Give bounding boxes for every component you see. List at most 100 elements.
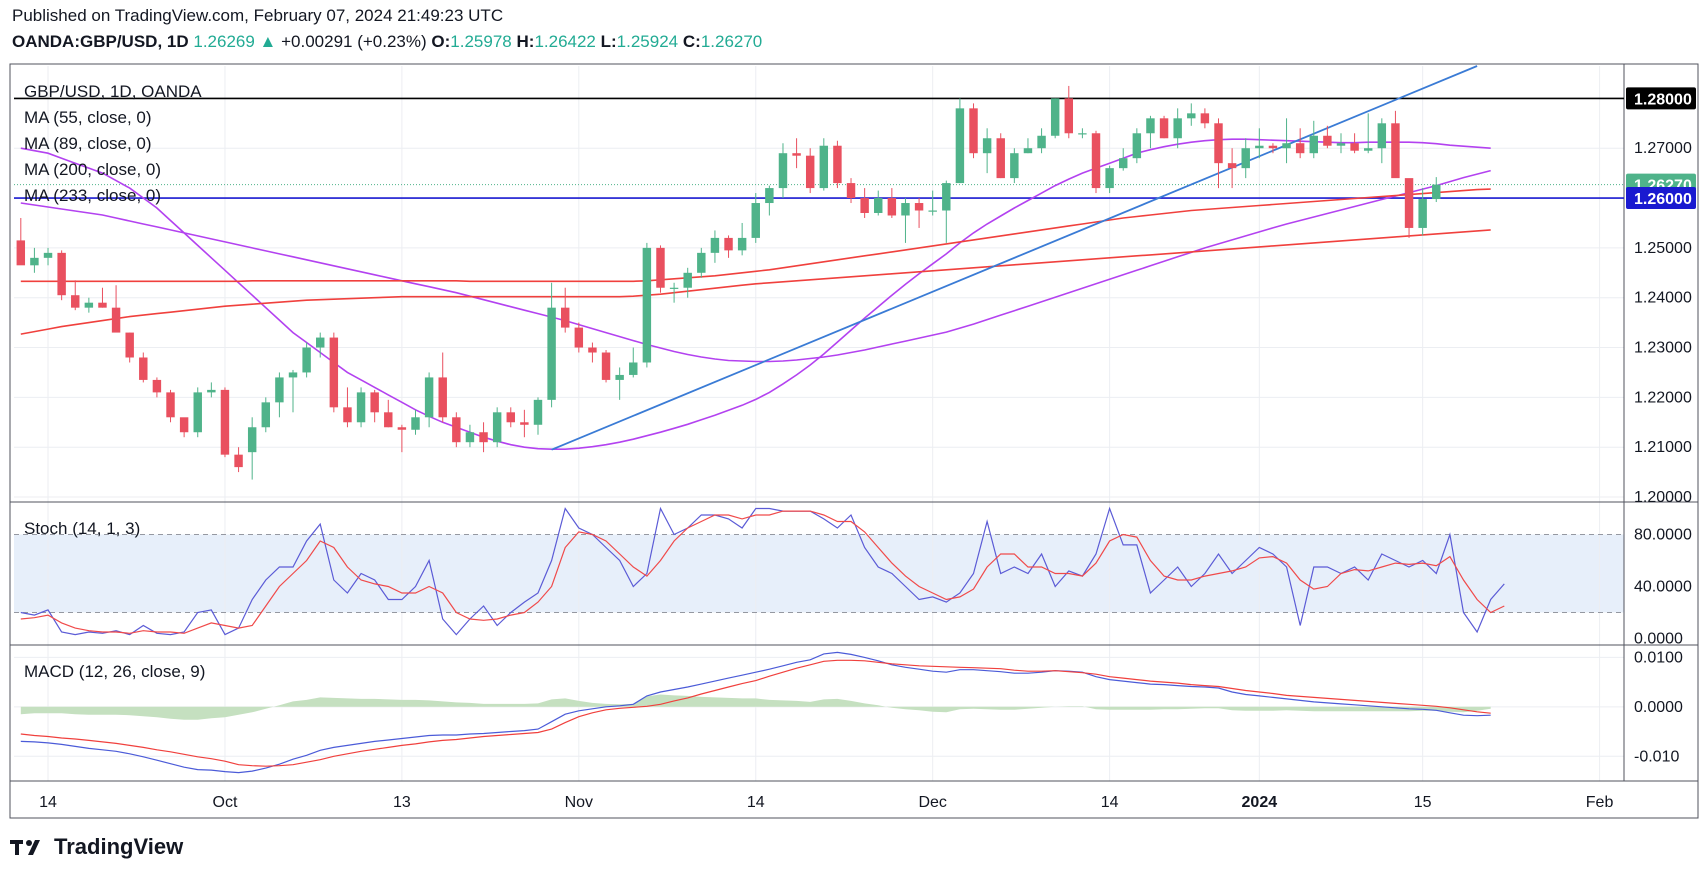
time-tick-label: 14	[747, 794, 765, 811]
open-label: O:	[431, 32, 451, 51]
candle-body	[1064, 98, 1074, 134]
symbol-label: OANDA:GBP/USD, 1D	[12, 32, 189, 51]
candle-body	[465, 432, 475, 443]
candle-body	[302, 347, 311, 373]
candle-body	[805, 155, 815, 189]
candle-body	[166, 392, 175, 418]
price-tick-label: 1.27000	[1634, 140, 1692, 157]
candle-body	[792, 153, 801, 156]
candle-body	[1241, 148, 1250, 169]
candle-body	[1268, 145, 1278, 149]
published-line: Published on TradingView.com, February 0…	[12, 6, 504, 25]
candle-body	[914, 203, 924, 211]
candle-body	[751, 203, 760, 238]
candle-body	[547, 307, 556, 400]
time-tick-label: Nov	[565, 794, 593, 811]
price-tick-label: 1.21000	[1634, 439, 1692, 456]
candle-body	[765, 188, 774, 204]
candle-body	[588, 347, 597, 353]
ma-233-line	[20, 229, 1491, 335]
candle-body	[1391, 123, 1400, 179]
price-change: +0.00291 (+0.23%)	[281, 32, 427, 51]
macd-line	[20, 651, 1491, 774]
candle-body	[615, 374, 624, 380]
candle-body	[737, 237, 747, 251]
candle-body	[275, 377, 284, 403]
high-value: 1.26422	[534, 32, 596, 51]
candle-body	[179, 417, 189, 433]
price-pane-title: GBP/USD, 1D, OANDA	[24, 82, 202, 101]
close-value: 1.26270	[700, 32, 763, 51]
stoch-d-line	[20, 510, 1505, 634]
candle-body	[683, 272, 692, 288]
candle-body	[288, 372, 298, 378]
candle-body	[111, 307, 121, 333]
candle-body	[955, 108, 965, 184]
candle-body	[928, 210, 937, 212]
candle-body	[98, 302, 107, 308]
brand-name: TradingView	[54, 834, 184, 859]
ma-legend-item: MA (55, close, 0)	[24, 108, 152, 127]
last-price: 1.26269	[193, 32, 255, 51]
time-tick-label: 15	[1414, 794, 1432, 811]
ma-89-line	[20, 169, 1491, 363]
price-tick-label: 1.20000	[1634, 489, 1692, 506]
time-tick-label: 14	[1101, 794, 1119, 811]
candle-body	[152, 379, 162, 393]
time-tick-label: Oct	[213, 794, 238, 811]
candle-body	[1404, 178, 1414, 228]
time-tick-label: Feb	[1586, 794, 1614, 811]
candle-body	[1105, 168, 1114, 189]
candle-body	[901, 203, 910, 216]
candle-body	[1227, 163, 1237, 169]
tradingview-logo-icon	[10, 840, 40, 855]
candle-body	[860, 198, 869, 213]
candle-body	[1146, 118, 1155, 134]
candle-body	[819, 145, 829, 189]
candle-body	[125, 332, 134, 358]
candle-body	[1350, 143, 1359, 151]
candle-body	[411, 417, 420, 430]
candle-body	[1418, 199, 1427, 228]
candle-body	[1214, 123, 1223, 164]
price-label-box	[1626, 87, 1696, 110]
candle-body	[669, 287, 679, 289]
candle-body	[329, 337, 339, 408]
candle-body	[1091, 133, 1101, 189]
stoch-tick-label: 0.0000	[1634, 631, 1683, 648]
candle-body	[1159, 118, 1169, 139]
candle-body	[16, 240, 26, 266]
candle-body	[71, 295, 80, 308]
candle-body	[207, 389, 216, 393]
low-value: 1.25924	[616, 32, 679, 51]
candle-body	[356, 392, 366, 423]
stoch-tick-label: 80.0000	[1634, 527, 1692, 544]
candle-body	[57, 252, 66, 296]
candle-body	[43, 252, 53, 258]
candle-body	[1173, 118, 1182, 139]
price-label-text: 1.26000	[1634, 191, 1692, 208]
candle-body	[533, 399, 543, 425]
ma-legend-item: MA (89, close, 0)	[24, 134, 152, 153]
candle-body	[560, 307, 570, 328]
candle-body	[874, 198, 883, 213]
candle-body	[1336, 143, 1346, 146]
ma-legend-item: MA (200, close, 0)	[24, 160, 161, 179]
macd-pane-title: MACD (12, 26, close, 9)	[24, 662, 205, 681]
candle-body	[942, 183, 951, 211]
candle-body	[220, 389, 230, 455]
candle-body	[30, 257, 39, 266]
price-tick-label: 1.24000	[1634, 290, 1692, 307]
price-tick-label: 1.25000	[1634, 240, 1692, 257]
tradingview-logo[interactable]: TradingView	[10, 834, 183, 860]
candle-body	[1023, 148, 1033, 154]
ma-legend-item: MA (233, close, 0)	[24, 186, 161, 205]
price-label-text: 1.28000	[1634, 91, 1692, 108]
candle-body	[343, 407, 352, 423]
candle-body	[1432, 184, 1441, 200]
trendline	[551, 65, 1478, 451]
candle-body	[193, 392, 202, 433]
stoch-k-line	[20, 506, 1505, 636]
candle-body	[452, 417, 461, 443]
